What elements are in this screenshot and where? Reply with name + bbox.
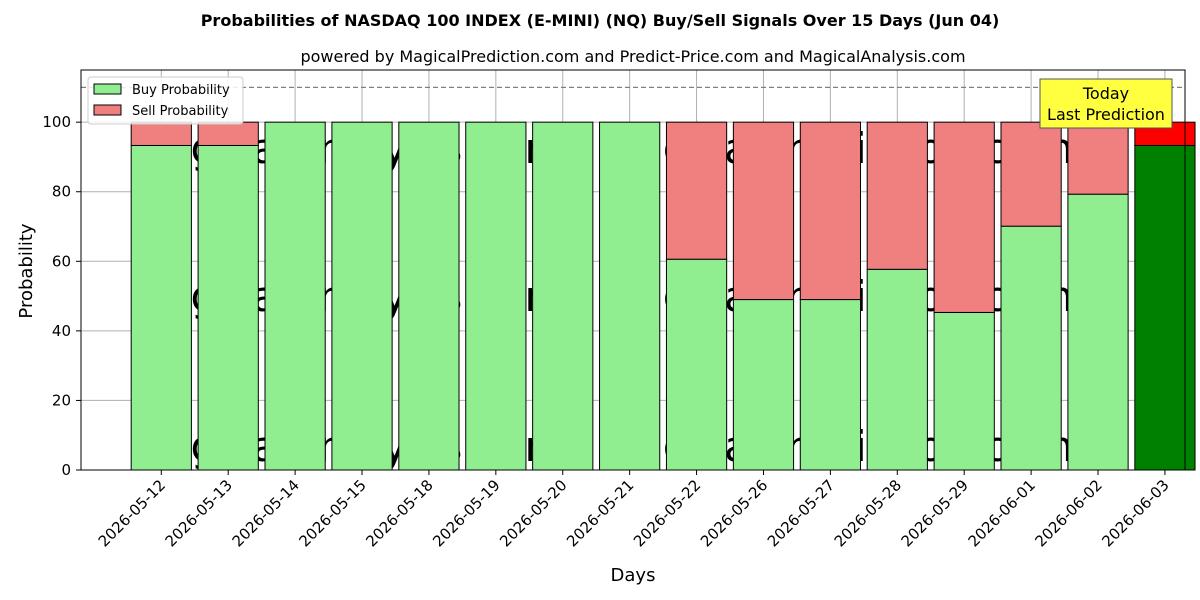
x-axis-label: Days [611, 565, 656, 586]
plot-frame [80, 69, 1186, 471]
x-tick-label: 2026-05-13 [162, 476, 236, 550]
annotation-box [1039, 78, 1173, 129]
buy-bar [331, 121, 393, 471]
bar-series [81, 86, 1196, 471]
x-tick-label: 2026-05-18 [362, 476, 436, 550]
legend: Buy Probability Sell Probability [87, 76, 244, 125]
buy-bar [1000, 225, 1062, 471]
buy-bar [130, 144, 192, 471]
today-annotation: Today Last Prediction [1039, 78, 1173, 129]
y-tick-label: 0 [61, 461, 71, 479]
legend-swatch [93, 83, 122, 95]
y-axis-label: Probability [16, 223, 37, 318]
chart-title: Probabilities of NASDAQ 100 INDEX (E-MIN… [201, 11, 1000, 30]
buy-bar [866, 268, 928, 471]
buy-bar [732, 299, 795, 471]
y-tick-label: 100 [42, 113, 71, 131]
sell-bar [665, 121, 728, 260]
sell-bar [866, 121, 928, 270]
sell-bar [197, 121, 259, 146]
legend-label: Buy Probability [132, 83, 230, 98]
annotation-line-2: Last Prediction [1047, 105, 1165, 124]
sell-bar [799, 121, 861, 301]
buy-bar [665, 258, 728, 471]
y-tick-label: 60 [52, 252, 71, 270]
buy-bar [197, 144, 259, 471]
x-tick-label: 2026-05-27 [764, 476, 838, 550]
buy-bar [1134, 144, 1196, 471]
legend-label: Sell Probability [132, 104, 229, 119]
y-tick-label: 80 [52, 183, 71, 201]
x-tick-label: 2026-06-02 [1031, 476, 1105, 550]
buy-bar [799, 299, 861, 471]
x-tick-label: 2026-05-15 [295, 476, 369, 550]
sell-bar [130, 121, 192, 146]
sell-bar [1067, 121, 1129, 195]
x-tick-label: 2026-05-20 [496, 476, 570, 550]
buy-bar [465, 121, 527, 471]
x-tick-label: 2026-06-01 [965, 476, 1039, 550]
x-tick-label: 2026-05-29 [898, 476, 972, 550]
annotation-line-1: Today [1082, 84, 1129, 103]
y-tick-label: 40 [52, 322, 71, 340]
sell-bar [732, 121, 795, 301]
x-tick-label: 2026-05-28 [831, 476, 905, 550]
buy-bar [398, 121, 460, 471]
buy-bar [264, 121, 326, 471]
x-tick-label: 2026-05-22 [630, 476, 704, 550]
x-tick-label: 2026-05-21 [563, 476, 637, 550]
x-tick-label: 2026-05-19 [429, 476, 503, 550]
x-tick-label: 2026-06-03 [1098, 476, 1172, 550]
x-tick-label: 2026-05-26 [697, 476, 771, 550]
x-tick-label: 2026-05-12 [95, 476, 169, 550]
legend-box [87, 76, 244, 125]
buy-bar [933, 311, 995, 471]
buy-bar [532, 121, 594, 471]
buy-bar [1067, 193, 1129, 471]
sell-bar [933, 121, 995, 313]
buy-bar [599, 121, 661, 471]
y-tick-label: 20 [52, 391, 71, 409]
legend-swatch [93, 104, 122, 116]
chart-subtitle: powered by MagicalPrediction.com and Pre… [300, 47, 965, 66]
sell-bar [1000, 121, 1062, 227]
x-tick-label: 2026-05-14 [229, 476, 303, 550]
